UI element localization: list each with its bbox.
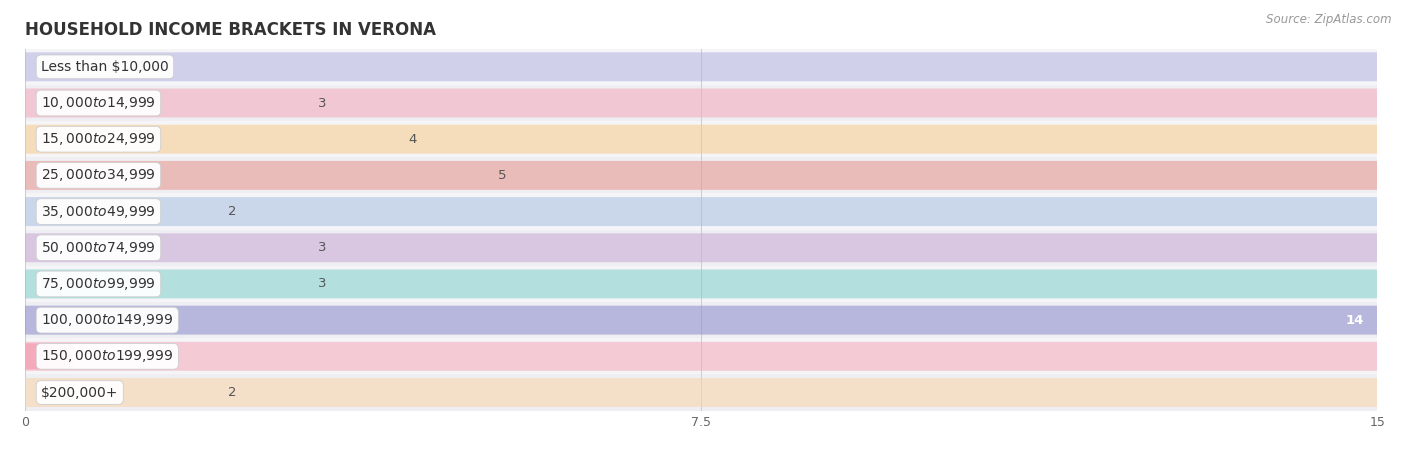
Text: Source: ZipAtlas.com: Source: ZipAtlas.com — [1267, 14, 1392, 27]
FancyBboxPatch shape — [20, 233, 1382, 262]
FancyBboxPatch shape — [25, 338, 1378, 374]
FancyBboxPatch shape — [25, 230, 1378, 266]
FancyBboxPatch shape — [20, 197, 1382, 226]
FancyBboxPatch shape — [25, 302, 1378, 338]
FancyBboxPatch shape — [25, 49, 1378, 85]
Text: $10,000 to $14,999: $10,000 to $14,999 — [41, 95, 156, 111]
Text: 3: 3 — [318, 96, 326, 109]
FancyBboxPatch shape — [25, 158, 1378, 194]
FancyBboxPatch shape — [25, 121, 1378, 158]
Text: 0: 0 — [93, 350, 101, 363]
Text: 14: 14 — [1346, 314, 1364, 327]
FancyBboxPatch shape — [25, 266, 1378, 302]
FancyBboxPatch shape — [25, 85, 1378, 121]
Text: 2: 2 — [228, 205, 236, 218]
Text: 4: 4 — [408, 133, 416, 146]
Text: 5: 5 — [498, 169, 506, 182]
Text: HOUSEHOLD INCOME BRACKETS IN VERONA: HOUSEHOLD INCOME BRACKETS IN VERONA — [25, 21, 436, 39]
FancyBboxPatch shape — [20, 125, 1382, 153]
FancyBboxPatch shape — [25, 194, 1378, 230]
Text: $50,000 to $74,999: $50,000 to $74,999 — [41, 240, 156, 256]
Text: 3: 3 — [318, 241, 326, 254]
FancyBboxPatch shape — [20, 342, 1382, 371]
Text: 2: 2 — [228, 386, 236, 399]
FancyBboxPatch shape — [20, 378, 1382, 407]
FancyBboxPatch shape — [20, 161, 1382, 190]
FancyBboxPatch shape — [20, 89, 1382, 117]
FancyBboxPatch shape — [25, 374, 1378, 410]
Text: Less than $10,000: Less than $10,000 — [41, 60, 169, 74]
Text: $35,000 to $49,999: $35,000 to $49,999 — [41, 203, 156, 220]
FancyBboxPatch shape — [20, 52, 1382, 81]
Text: $150,000 to $199,999: $150,000 to $199,999 — [41, 348, 173, 364]
Text: 3: 3 — [318, 278, 326, 290]
Text: $100,000 to $149,999: $100,000 to $149,999 — [41, 312, 173, 328]
FancyBboxPatch shape — [21, 343, 73, 369]
Text: 1: 1 — [138, 60, 146, 73]
Text: $75,000 to $99,999: $75,000 to $99,999 — [41, 276, 156, 292]
Text: $200,000+: $200,000+ — [41, 386, 118, 400]
FancyBboxPatch shape — [20, 270, 1382, 298]
Text: $15,000 to $24,999: $15,000 to $24,999 — [41, 131, 156, 147]
Text: $25,000 to $34,999: $25,000 to $34,999 — [41, 167, 156, 184]
FancyBboxPatch shape — [20, 306, 1382, 335]
